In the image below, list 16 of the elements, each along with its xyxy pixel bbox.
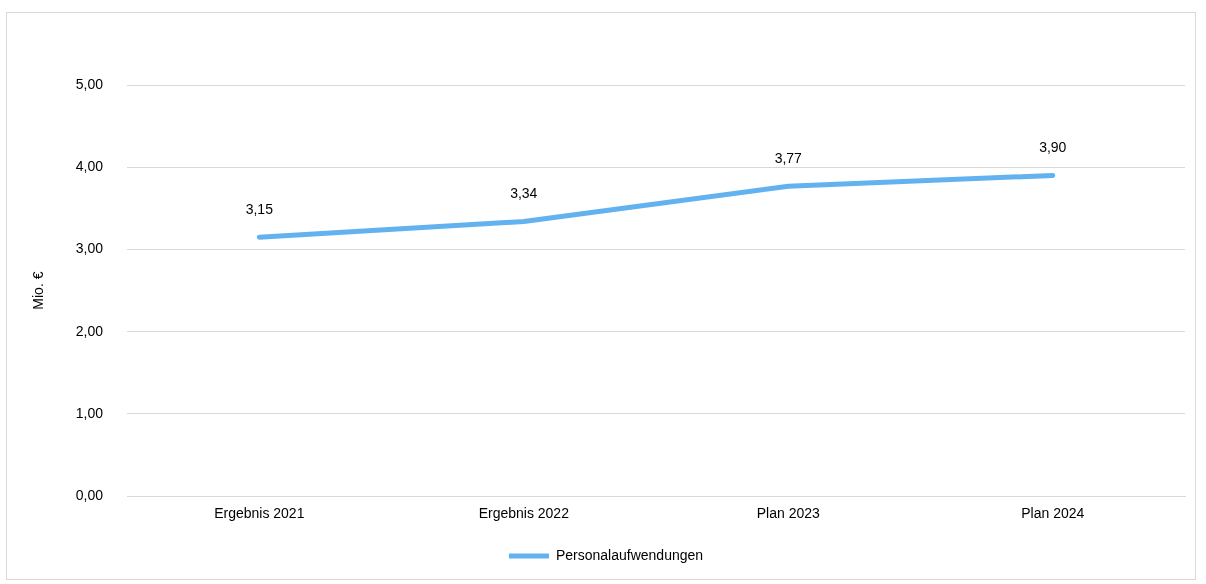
x-tick-label: Plan 2024 [1021, 505, 1085, 522]
y-tick-label: 3,00 [75, 240, 104, 257]
y-tick-label: 0,00 [75, 487, 104, 504]
y-tick-label: 1,00 [75, 404, 104, 421]
data-label: 3,90 [1039, 139, 1067, 156]
x-tick-label: Ergebnis 2021 [214, 505, 305, 522]
x-tick-label: Plan 2023 [756, 505, 821, 522]
y-tick-label: 4,00 [75, 158, 104, 175]
y-axis-title: Mio. € [30, 271, 47, 310]
data-label: 3,77 [774, 150, 803, 167]
y-tick-label: 5,00 [75, 75, 104, 92]
legend-label: Personalaufwendungen [555, 546, 704, 563]
y-tick-label: 2,00 [75, 322, 104, 339]
data-label: 3,34 [510, 185, 538, 202]
data-label: 3,15 [245, 201, 274, 217]
x-tick-label: Ergebnis 2022 [478, 505, 570, 522]
